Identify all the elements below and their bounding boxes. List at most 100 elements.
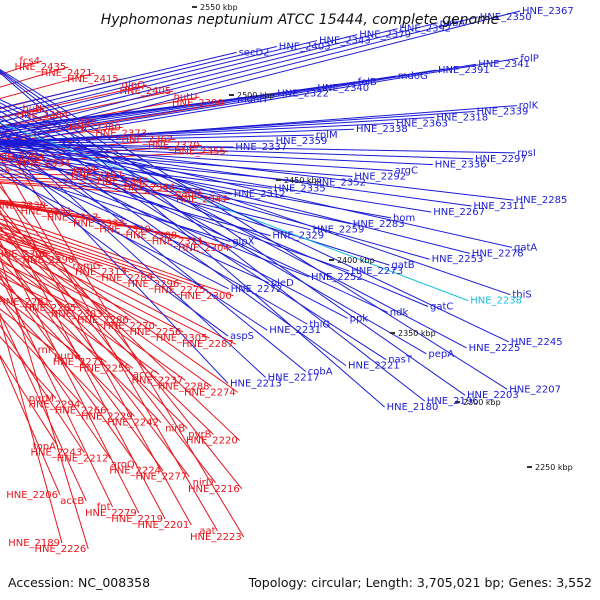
- gene-label-left: HNE_2305: [156, 333, 208, 344]
- gene-label-right: HNE_2367: [522, 6, 574, 17]
- gene-label-left: HNE_2216: [188, 484, 240, 495]
- gene-label-right: nasT: [388, 355, 413, 366]
- gene-label-left: HNE_2286: [77, 315, 129, 326]
- connector-line-left: [0, 277, 136, 417]
- gene-label-left: HNE_2287: [182, 339, 234, 350]
- gene-label-right: HNE_2392: [399, 24, 451, 35]
- gene-label-left: fcs4: [19, 56, 40, 67]
- connector-line-left: [0, 96, 200, 134]
- gene-label-left: HNE_2308: [125, 231, 177, 242]
- connector-line-right: [0, 143, 474, 160]
- connector-line-left: [0, 209, 166, 520]
- gene-labels: fcs4HNE_2435HNE_2421HNE_2415glpQHNE_2405…: [0, 6, 574, 555]
- gene-label-left: rnr: [38, 345, 53, 356]
- gene-label-left: HNE_2435: [14, 62, 66, 73]
- connector-line-left: [0, 181, 192, 526]
- connector-line-right: [0, 98, 510, 343]
- gene-label-right: HNE_2196: [427, 396, 479, 407]
- ruler-label-6: 2250 kbp: [535, 463, 573, 472]
- gene-label-left: HNE_2237: [131, 375, 183, 386]
- gene-label-right: HNE_2335: [274, 183, 326, 194]
- gene-label-right: HNE_2213: [230, 378, 282, 389]
- connector-line-right: [0, 16, 478, 139]
- connector-line-left: [0, 150, 228, 164]
- connector-line-right: [0, 69, 437, 139]
- gene-label-right: pepA: [428, 349, 454, 360]
- gene-label-left: purN: [54, 351, 78, 362]
- gene-label-left: HNE_2274: [184, 387, 236, 398]
- ruler-tick: [276, 179, 281, 181]
- gene-label-left: HNE_2201: [137, 520, 189, 531]
- gene-label-right: HNE_2267: [433, 207, 485, 218]
- gene-label-right: aspS: [230, 331, 254, 342]
- gene-label-right: HNE_2221: [348, 361, 400, 372]
- gene-label-right: HNE_2283: [353, 219, 405, 230]
- connector-line-right: [0, 57, 519, 146]
- gene-label-right: mdoH: [237, 95, 267, 106]
- connector-line-left: [0, 296, 111, 459]
- gene-label-left: HNE_2266: [55, 405, 107, 416]
- gene-label-right: HNE_2311: [473, 201, 525, 212]
- gene-label-left: HNE_2281: [0, 297, 50, 308]
- connector-line-left: [0, 201, 206, 243]
- gene-label-right: HNE_2322: [277, 89, 329, 100]
- connector-line-left: [0, 257, 160, 375]
- gene-label-left: HNE_2319: [99, 225, 151, 236]
- connector-line-right: [0, 45, 277, 113]
- connector-line-left: [0, 173, 125, 176]
- gene-label-right: HNE_2225: [469, 343, 521, 354]
- connector-line-left: [0, 222, 239, 393]
- gene-label-left: HNE_2330: [0, 201, 46, 212]
- connector-line-right: [0, 51, 237, 109]
- connector-line-left: [0, 102, 226, 141]
- connector-line-right: [0, 154, 273, 189]
- gene-label-left: HNE_2380: [69, 122, 121, 133]
- gene-label-left: HNE_2229: [81, 411, 133, 422]
- connector-line-right: [0, 122, 307, 372]
- gene-label-left: HNE_2313: [75, 267, 127, 278]
- gene-label-left: HNE_2303: [51, 309, 103, 320]
- connector-line-left: [0, 245, 158, 327]
- gene-label-left: glpQ: [122, 80, 145, 91]
- connector-line-right: [0, 28, 398, 128]
- gene-label-right: folP: [520, 53, 538, 64]
- gene-label-left: HNE_2300: [180, 291, 232, 302]
- connector-line-right: [0, 150, 351, 225]
- gene-label-left: HNE_2384: [16, 110, 68, 121]
- gene-label-left: nirB: [165, 424, 185, 435]
- connector-line-left: [0, 312, 87, 502]
- gene-label-right: HNE_2180: [387, 402, 439, 413]
- connector-line-left: [0, 315, 83, 405]
- gene-label-left: aroQ: [111, 460, 135, 471]
- gene-label-right: thiS: [512, 290, 531, 301]
- gene-label-left: HNE_2226: [34, 544, 86, 555]
- connector-line-left: [0, 260, 162, 423]
- connector-line-left: [0, 243, 188, 429]
- connector-line-right: [0, 69, 466, 396]
- gene-label-left: HNE_2265: [24, 303, 76, 314]
- connector-line-right: [0, 150, 313, 183]
- gene-label-left: HNE_2421: [41, 68, 93, 79]
- gene-label-right: HNE_2339: [477, 106, 529, 117]
- gene-label-right: HNE_2259: [313, 225, 365, 236]
- gene-label-left: HNE_2242: [107, 417, 159, 428]
- gene-label-left: HNE_2317: [47, 213, 99, 224]
- connector-line-right: [0, 63, 477, 142]
- connector-line-left: [0, 227, 214, 435]
- gene-label-right: secD2: [239, 47, 270, 58]
- connector-line-left: [0, 133, 245, 538]
- connector-line-left: [0, 144, 202, 160]
- gene-label-left: accB: [60, 496, 84, 507]
- gene-label-left: HNE_2271: [53, 357, 105, 368]
- connector-line-right: [0, 138, 348, 319]
- map-title: Hyphomonas neptunium ATCC 15444, complet…: [101, 12, 500, 28]
- gene-label-right: HNE_2292: [354, 171, 406, 182]
- gene-label-right: HNE_2272: [231, 284, 283, 295]
- gene-label-right: HNE_2338: [356, 124, 408, 135]
- kbp-ruler: 2550 kbp 2500 kbp 2450 kbp 2400 kbp 2350 kbp…: [192, 3, 573, 472]
- gene-label-left: HNE_2243: [30, 448, 82, 459]
- gene-label-right: HNE_2340: [317, 83, 369, 94]
- gene-label-left: hutU: [174, 92, 198, 103]
